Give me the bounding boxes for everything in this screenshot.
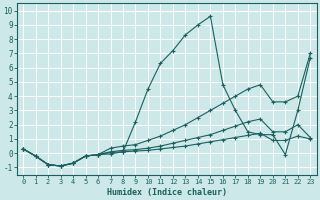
- X-axis label: Humidex (Indice chaleur): Humidex (Indice chaleur): [107, 188, 227, 197]
